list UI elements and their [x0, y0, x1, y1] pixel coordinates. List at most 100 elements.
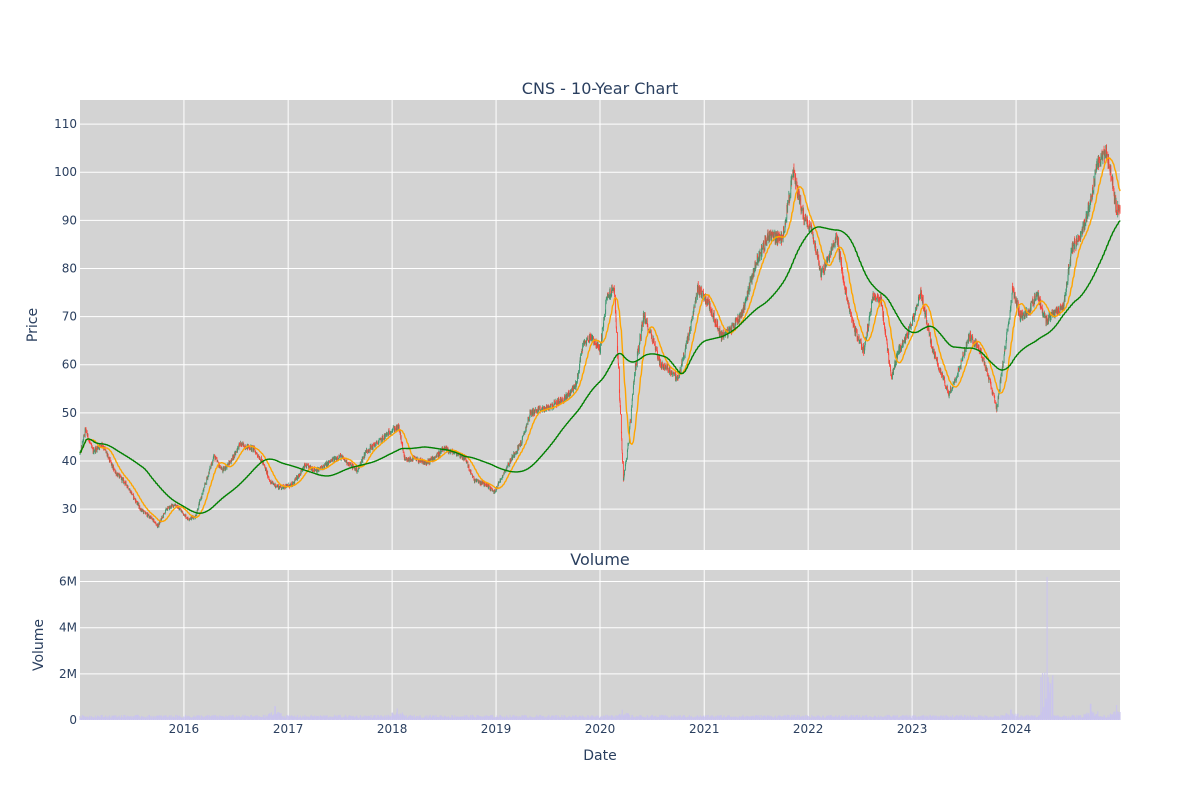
candle-body [1053, 312, 1054, 315]
candle-body [791, 177, 792, 185]
candle-body [170, 506, 171, 508]
candle-body [116, 472, 117, 475]
candle-body [419, 461, 420, 462]
candle-body [941, 373, 942, 375]
candle-body [534, 410, 535, 414]
candle-body [337, 457, 338, 459]
candle-body [600, 343, 601, 351]
candle-body [313, 470, 314, 471]
candle-body [361, 461, 362, 464]
candle-body [961, 360, 962, 361]
candle-body [529, 419, 530, 420]
candle-body [387, 434, 388, 435]
candle-body [592, 336, 593, 337]
candle-body [373, 444, 374, 445]
candle-body [851, 316, 852, 320]
candle-body [214, 455, 215, 457]
candle-body [913, 314, 914, 319]
candle-body [796, 182, 797, 185]
candle-body [770, 233, 771, 236]
candle-body [511, 460, 512, 462]
candle-body [998, 394, 999, 398]
candle-body [853, 323, 854, 325]
candle-body [612, 289, 613, 291]
candle-body [921, 291, 922, 297]
candle-body [166, 509, 167, 510]
candle-body [871, 303, 872, 304]
candle-body [1025, 310, 1026, 318]
candle-body [142, 510, 143, 511]
candle-body [724, 332, 725, 335]
candle-body [816, 250, 817, 253]
candle-body [602, 328, 603, 329]
candle-body [640, 336, 641, 339]
candle-body [453, 453, 454, 454]
candle-body [339, 456, 340, 457]
candle-body [308, 465, 309, 467]
candle-body [792, 176, 793, 177]
candle-body [873, 298, 874, 300]
candle-body [951, 390, 952, 391]
candle-body [630, 423, 631, 427]
candle-body [100, 444, 101, 445]
candle-body [688, 334, 689, 340]
candle-body [485, 483, 486, 484]
candle-body [433, 457, 434, 460]
candle-body [772, 232, 773, 235]
candle-body [431, 458, 432, 460]
candle-body [1055, 312, 1056, 315]
candle-body [927, 328, 928, 329]
candle-body [271, 482, 272, 483]
candle-body [576, 382, 577, 383]
candle-body [584, 341, 585, 343]
candle-body [636, 362, 637, 365]
candle-body [357, 471, 358, 472]
candle-body [861, 347, 862, 349]
candle-body [837, 239, 838, 244]
candle-body [985, 366, 986, 369]
candle-body [695, 301, 696, 307]
candle-body [307, 465, 308, 466]
candle-body [1023, 315, 1024, 318]
candle-body [88, 434, 89, 439]
candle-body [184, 514, 185, 516]
candle-body [843, 280, 844, 285]
candle-body [905, 335, 906, 340]
candle-body [574, 387, 575, 388]
candle-body [405, 460, 406, 461]
candle-body [632, 395, 633, 399]
candle-body [788, 202, 789, 203]
candle-body [261, 457, 262, 459]
candle-body [893, 369, 894, 372]
candle-body [449, 452, 450, 453]
candle-body [216, 457, 217, 458]
candle-body [967, 343, 968, 344]
candle-body [463, 458, 464, 459]
candle-body [738, 316, 739, 323]
candle-body [780, 238, 781, 241]
candle-body [804, 219, 805, 221]
candle-body [385, 435, 386, 437]
candle-body [768, 232, 769, 240]
candle-body [198, 510, 199, 511]
candle-body [883, 314, 884, 323]
candle-body [1021, 313, 1022, 318]
candle-body [767, 240, 768, 245]
candle-body [1037, 294, 1038, 296]
candle-body [646, 320, 647, 323]
candle-body [903, 341, 904, 342]
candle-body [834, 244, 835, 246]
candle-body [393, 427, 394, 429]
candle-body [639, 344, 640, 345]
candle-body [156, 524, 157, 525]
candle-body [706, 301, 707, 304]
candle-body [148, 515, 149, 516]
candle-body [1001, 376, 1002, 381]
candle-body [750, 280, 751, 289]
candle-body [503, 475, 504, 476]
candle-body [676, 378, 677, 379]
candle-body [235, 451, 236, 453]
candle-body [427, 462, 428, 463]
candle-body [849, 311, 850, 312]
candle-body [383, 438, 384, 439]
